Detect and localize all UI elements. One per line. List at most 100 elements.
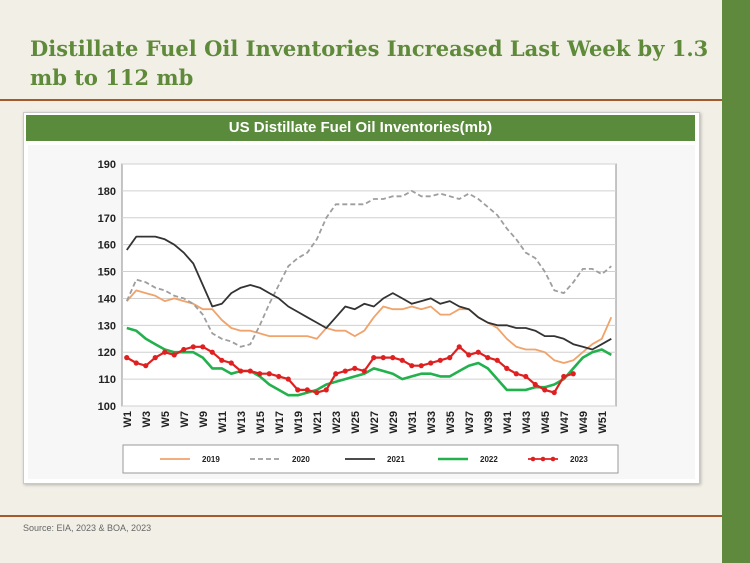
point-2023 [437, 357, 443, 363]
point-2023 [504, 365, 510, 371]
x-tick-label: W17 [274, 411, 286, 434]
x-tick-label: W15 [255, 411, 267, 434]
x-tick-label: W51 [597, 411, 609, 434]
bottom-divider [0, 515, 722, 517]
point-2023 [276, 373, 282, 380]
y-tick-label: 120 [98, 347, 116, 359]
x-tick-label: W19 [293, 411, 305, 434]
y-tick-label: 180 [98, 186, 116, 198]
x-tick-label: W43 [521, 411, 533, 434]
point-2023 [352, 365, 358, 371]
y-tick-label: 150 [98, 267, 116, 279]
point-2023 [485, 355, 491, 361]
point-2023 [513, 371, 519, 377]
legend-marker-2023 [540, 456, 546, 462]
point-2023 [314, 389, 320, 396]
top-divider [0, 99, 722, 101]
point-2023 [447, 355, 453, 361]
point-2023 [143, 363, 149, 369]
x-tick-label: W3 [141, 411, 153, 428]
point-2023 [342, 368, 348, 374]
x-tick-label: W31 [407, 411, 419, 434]
point-2023 [456, 344, 462, 350]
point-2023 [523, 373, 529, 380]
x-tick-label: W47 [559, 411, 571, 434]
point-2023 [466, 352, 472, 358]
point-2023 [390, 355, 396, 361]
point-2023 [361, 368, 367, 374]
legend-marker-2023 [530, 456, 536, 462]
point-2023 [333, 371, 339, 377]
point-2023 [494, 357, 500, 363]
point-2023 [551, 389, 557, 396]
x-tick-label: W13 [236, 411, 248, 434]
point-2023 [409, 363, 415, 369]
point-2023 [380, 355, 386, 361]
x-tick-label: W23 [331, 411, 343, 434]
y-tick-label: 130 [98, 320, 116, 332]
x-tick-label: W29 [388, 411, 400, 434]
x-tick-label: W5 [160, 411, 172, 428]
point-2023 [399, 357, 405, 363]
series-lines [124, 190, 613, 397]
y-tick-label: 110 [98, 374, 116, 386]
y-tick-label: 100 [98, 401, 116, 413]
y-tick-label: 190 [98, 159, 116, 171]
point-2023 [304, 387, 310, 393]
legend-label-2019: 2019 [202, 455, 220, 464]
slide-title: Distillate Fuel Oil Inventories Increase… [30, 36, 709, 90]
point-2023 [171, 352, 177, 358]
x-tick-label: W7 [179, 411, 191, 428]
y-axis-ticks: 100 110 120 130 140 150 160 170 180 190 [98, 159, 116, 413]
chart-panel: US Distillate Fuel Oil Inventories(mb) 1… [23, 112, 700, 484]
legend-label-2022: 2022 [480, 455, 498, 464]
point-2023 [133, 360, 139, 366]
y-tick-label: 140 [98, 293, 116, 305]
x-tick-label: W25 [350, 411, 362, 434]
point-2023 [285, 376, 291, 382]
x-tick-label: W33 [426, 411, 438, 434]
point-2023 [542, 387, 548, 393]
y-tick-label: 160 [98, 240, 116, 252]
point-2023 [124, 355, 130, 361]
point-2023 [561, 373, 567, 380]
point-2023 [475, 349, 481, 355]
series-line-2021 [126, 235, 612, 351]
x-tick-label: W39 [483, 411, 495, 434]
point-2023 [371, 355, 377, 361]
x-tick-label: W21 [312, 411, 324, 434]
x-tick-label: W1 [122, 411, 134, 428]
x-tick-label: W9 [198, 411, 210, 428]
legend-label-2023: 2023 [570, 455, 588, 464]
legend-marker-2023 [550, 456, 556, 462]
point-2023 [295, 387, 301, 393]
point-2023 [532, 381, 538, 388]
point-2023 [181, 346, 187, 353]
point-2023 [238, 368, 244, 374]
point-2023 [428, 360, 434, 366]
x-axis-ticks: W1 W3 W5 W7 W9 W11 W13 W15 W17 W19 W21 W23 W25 W27 W29… [122, 411, 609, 434]
x-tick-label: W41 [502, 411, 514, 434]
legend: 2019 2020 2021 2022 2023 [122, 444, 619, 474]
series-line-2019 [126, 289, 613, 364]
legend-label-2021: 2021 [387, 455, 405, 464]
point-2023 [228, 360, 234, 366]
legend-label-2020: 2020 [292, 455, 310, 464]
source-note: Source: EIA, 2023 & BOA, 2023 [23, 523, 152, 533]
y-tick-label: 170 [98, 213, 116, 225]
series-line-2020 [125, 190, 612, 348]
point-2023 [266, 371, 272, 377]
x-tick-label: W11 [217, 411, 229, 433]
point-2023 [209, 349, 215, 355]
point-2023 [323, 387, 329, 393]
point-2023 [190, 344, 196, 350]
x-tick-label: W27 [369, 411, 381, 434]
x-tick-label: W49 [578, 411, 590, 434]
point-2023 [570, 371, 576, 377]
point-2023 [247, 368, 253, 374]
x-tick-label: W35 [445, 411, 457, 434]
point-2023 [152, 355, 158, 361]
chart-title: US Distillate Fuel Oil Inventories(mb) [26, 115, 695, 141]
